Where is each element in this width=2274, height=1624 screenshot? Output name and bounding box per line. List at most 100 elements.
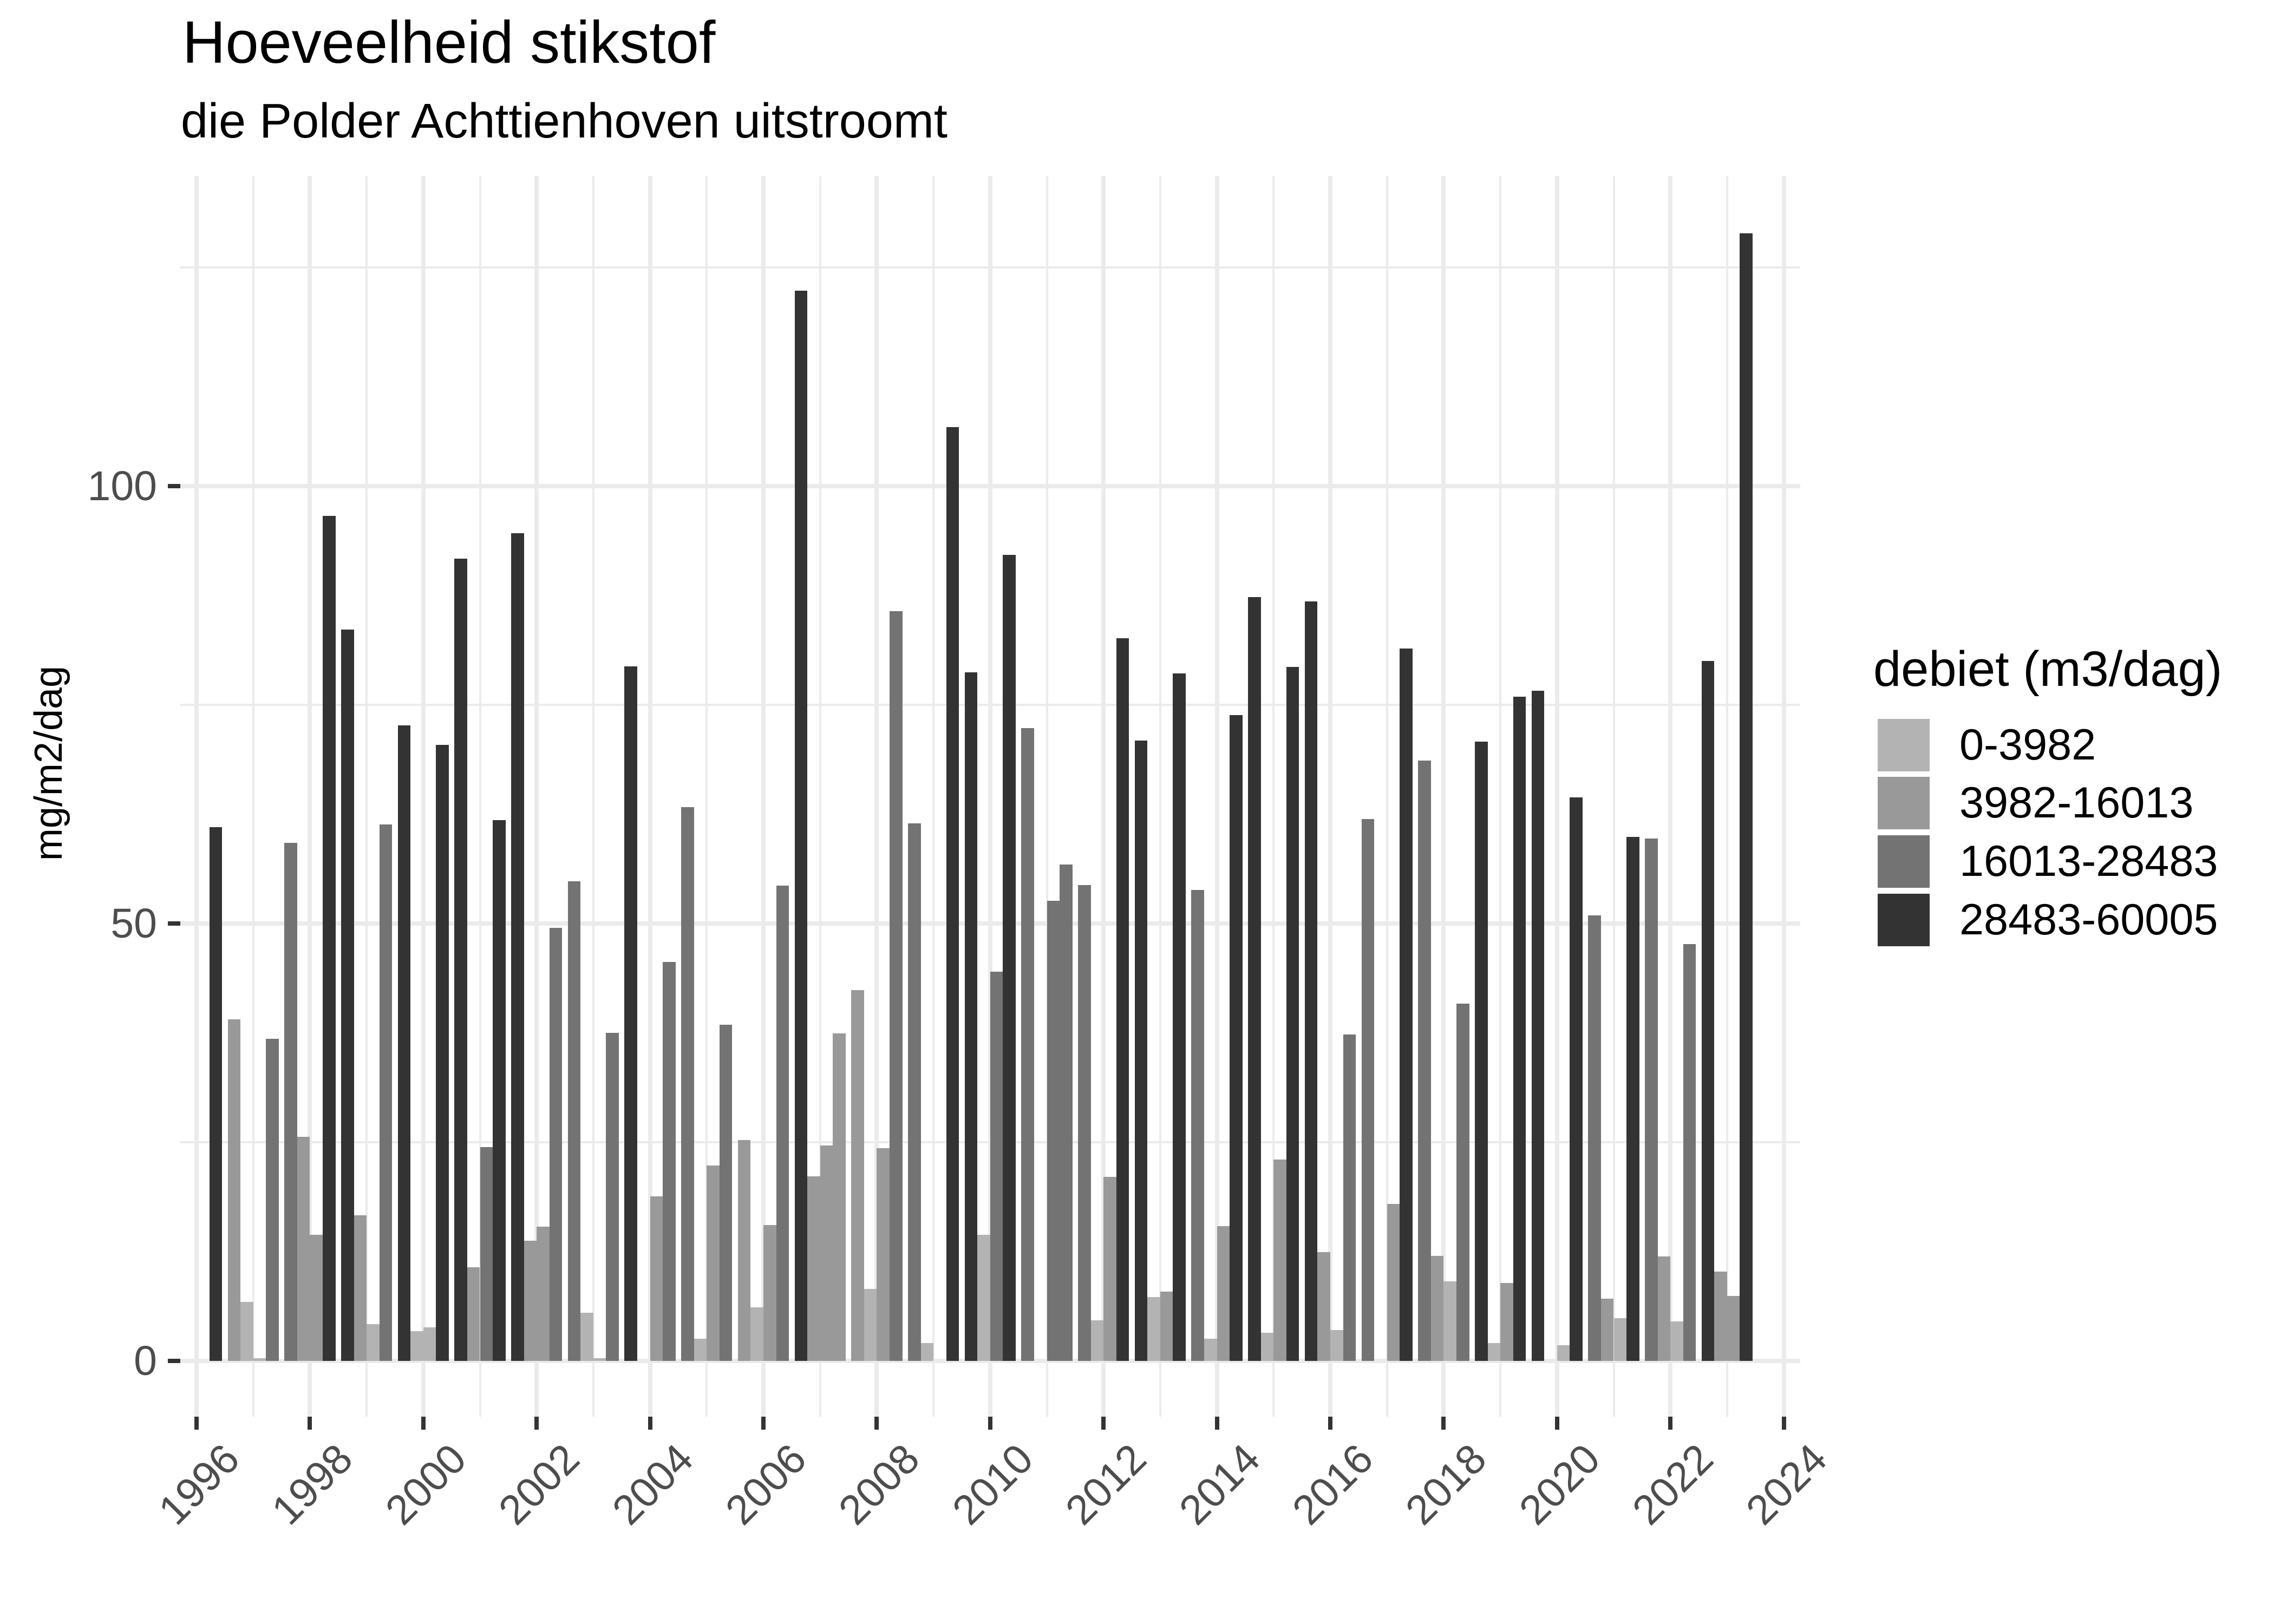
bar [737, 1140, 751, 1361]
grid-line-major-v [761, 176, 766, 1417]
bar [807, 1176, 820, 1361]
legend-item-0-3982: 0-3982 [1878, 719, 2257, 771]
bar [1657, 1256, 1671, 1361]
x-tick-mark [1441, 1417, 1446, 1430]
legend-label: 0-3982 [1959, 721, 2096, 769]
y-tick-mark [168, 483, 180, 488]
bar [1418, 761, 1431, 1361]
bar [1116, 638, 1129, 1361]
grid-line-minor-v [932, 176, 935, 1417]
bar [341, 629, 354, 1361]
bar [707, 1165, 720, 1361]
bar [436, 745, 449, 1361]
bar [209, 827, 223, 1361]
x-tick-mark [1781, 1417, 1786, 1430]
grid-line-major-v [534, 176, 539, 1417]
bar [266, 1039, 279, 1361]
bar [794, 291, 808, 1361]
bar [423, 1327, 436, 1361]
bar [1304, 601, 1318, 1361]
bar [750, 1307, 763, 1361]
chart-title: Hoeveelheid stikstof [182, 9, 716, 76]
bar [1740, 233, 1753, 1361]
x-tick-label: 2008 [830, 1435, 929, 1534]
bar [524, 1241, 537, 1361]
bar [511, 533, 524, 1361]
bar [920, 1343, 934, 1361]
bar [410, 1331, 423, 1361]
y-tick-label: 0 [134, 1337, 157, 1384]
bar [1204, 1339, 1217, 1361]
x-tick-label: 2004 [603, 1435, 702, 1534]
bar [864, 1289, 877, 1361]
grid-line-minor-v [1159, 176, 1161, 1417]
bar [763, 1225, 776, 1361]
bar [1531, 690, 1545, 1361]
bar [1003, 555, 1016, 1361]
bar [877, 1148, 890, 1361]
x-tick-mark [988, 1417, 992, 1430]
bar [889, 611, 903, 1361]
plot-panel [180, 176, 1800, 1417]
x-tick-label: 2010 [943, 1435, 1042, 1534]
grid-line-major-v [1441, 176, 1446, 1417]
legend: debiet (m3/dag) 0-3982 3982-16013 16013-… [1873, 644, 2263, 969]
x-tick-mark [761, 1417, 766, 1430]
bar [240, 1302, 253, 1361]
grid-line-major-v [308, 176, 312, 1417]
bar [650, 1196, 663, 1361]
bar [367, 1324, 380, 1361]
bar [322, 515, 336, 1361]
bar [537, 1227, 550, 1361]
bar [1330, 1330, 1343, 1361]
legend-label: 28483-60005 [1959, 895, 2218, 944]
legend-title: debiet (m3/dag) [1873, 641, 2223, 697]
x-tick-label: 2016 [1283, 1435, 1382, 1534]
bar [1173, 673, 1186, 1361]
bar [1134, 740, 1148, 1361]
grid-line-major-v [1101, 176, 1106, 1417]
legend-item-28483-60005: 28483-60005 [1878, 894, 2257, 946]
bar [1090, 1320, 1104, 1361]
y-tick-mark [168, 1358, 180, 1363]
legend-swatch [1878, 835, 1930, 888]
x-tick-label: 2000 [376, 1435, 475, 1534]
legend-label: 3982-16013 [1959, 778, 2194, 827]
bar [1613, 1318, 1627, 1361]
legend-item-3982-16013: 3982-16013 [1878, 777, 2257, 829]
bar [253, 1358, 266, 1361]
bar [1513, 697, 1526, 1361]
x-tick-mark [1214, 1417, 1219, 1430]
bar [1021, 728, 1034, 1361]
bar [1078, 885, 1091, 1361]
grid-line-minor-v [1272, 176, 1275, 1417]
bar [1248, 597, 1261, 1361]
grid-line-major-v [194, 176, 199, 1417]
x-tick-mark [1101, 1417, 1106, 1430]
bar [1570, 797, 1583, 1361]
bar [1273, 1160, 1286, 1361]
grid-line-major-v [988, 176, 992, 1417]
x-tick-mark [648, 1417, 652, 1430]
x-tick-label: 2014 [1170, 1435, 1269, 1534]
bar [907, 823, 921, 1361]
grid-line-major-v [1554, 176, 1559, 1417]
grid-line-major-v [648, 176, 652, 1417]
bar [1645, 838, 1658, 1361]
grid-line-major-v [1328, 176, 1332, 1417]
chart-subtitle: die Polder Achttienhoven uitstroomt [181, 94, 948, 148]
bar [820, 1145, 833, 1361]
bar [833, 1033, 846, 1361]
bar [1343, 1034, 1356, 1361]
bar [990, 971, 1003, 1361]
x-tick-label: 2018 [1397, 1435, 1495, 1534]
x-tick-label: 1996 [149, 1435, 249, 1534]
legend-swatch [1878, 777, 1930, 829]
bar [1487, 1343, 1501, 1361]
bar [467, 1267, 480, 1361]
bar [1047, 900, 1060, 1361]
x-tick-mark [308, 1417, 312, 1430]
bar [297, 1137, 310, 1361]
bar [719, 1025, 733, 1361]
bar [310, 1234, 323, 1361]
